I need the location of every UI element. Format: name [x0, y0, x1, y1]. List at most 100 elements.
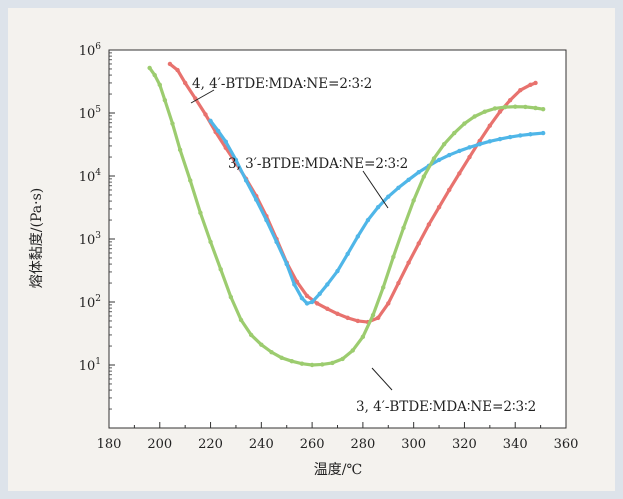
series-2-point	[218, 267, 223, 272]
series-2-point	[421, 174, 427, 179]
series-2-point	[482, 109, 487, 114]
annotation-layer: 4, 4′-BTDE∶MDA∶NE=2∶3∶2 3, 3′-BTDE∶MDA∶N…	[190, 76, 536, 415]
series-2-point	[462, 121, 467, 126]
series-2-point	[441, 141, 447, 147]
series-0-point	[345, 315, 350, 321]
series-0-point	[167, 61, 173, 67]
series-2-point	[320, 362, 325, 367]
series-1-point	[528, 132, 533, 137]
annotation-leader-3-3	[362, 170, 389, 209]
series-1-point	[365, 217, 371, 223]
series-1-point	[264, 217, 269, 223]
series-0-point	[355, 318, 361, 324]
series-0-point	[497, 109, 503, 114]
series-0-point	[386, 301, 391, 306]
series-2-point	[370, 312, 376, 318]
series-1-point	[309, 299, 315, 305]
series-0-point	[436, 204, 442, 210]
series-0-point	[487, 123, 493, 128]
series-1-point	[335, 268, 340, 274]
series-2-point	[309, 362, 315, 368]
series-2-point	[391, 254, 396, 260]
viscosity-chart: 180 200 220 240 260 280 300 320 340 360 101 102 103 1…	[29, 42, 579, 478]
series-1-point	[274, 239, 279, 245]
series-1-point	[284, 261, 289, 267]
series-2-point	[513, 104, 518, 109]
series-2-point	[147, 65, 152, 71]
series-1-point	[254, 197, 259, 202]
series-2-point	[248, 332, 254, 338]
annotation-4-4: 4, 4′-BTDE∶MDA∶NE=2∶3∶2	[192, 76, 372, 92]
series-0-point	[375, 315, 381, 321]
series-2-point	[152, 72, 157, 78]
series-2-point	[381, 285, 386, 290]
series-2-point	[228, 294, 234, 300]
series-1-point	[243, 178, 249, 183]
series-2-point	[279, 355, 284, 361]
series-1-point	[299, 295, 305, 301]
series-1-point	[345, 251, 350, 257]
series-2-point	[269, 349, 274, 355]
series-0-point	[447, 187, 452, 193]
series-1-point	[386, 194, 391, 199]
series-1-point	[540, 130, 546, 136]
series-0-point	[426, 222, 432, 227]
series-2-point	[170, 121, 175, 126]
x-tick-label: 180	[97, 437, 122, 452]
series-2-point	[533, 105, 538, 111]
series-0-point	[325, 306, 330, 311]
series-0-point	[528, 82, 533, 88]
series-1-point	[355, 234, 361, 239]
x-tick-label: 200	[147, 437, 172, 452]
series-1-point	[457, 148, 462, 154]
y-tick-label: 101	[79, 357, 101, 374]
y-tick-label: 106	[79, 42, 102, 59]
x-tick-label: 280	[350, 437, 375, 452]
tick-layer: 180 200 220 240 260 280 300 320 340 360 101 102 103 1…	[79, 42, 579, 452]
x-tick-label: 320	[452, 437, 477, 452]
series-2-point	[177, 147, 183, 153]
series-0-point	[467, 154, 472, 160]
series-1-point	[233, 157, 239, 163]
series-1-point	[304, 301, 310, 306]
series-0-point	[457, 171, 462, 176]
series-1-point	[497, 136, 503, 142]
series-1-point	[477, 141, 482, 147]
series-1-point	[406, 177, 411, 183]
series-1-point	[317, 291, 322, 296]
series-1-point	[416, 169, 421, 175]
series-2-point	[198, 210, 203, 216]
x-tick-label: 340	[503, 437, 528, 452]
annotation-leader-4-4	[190, 89, 215, 104]
series-0-point	[533, 80, 538, 86]
series-1-point	[292, 282, 297, 287]
series-0-point	[175, 67, 180, 73]
y-tick-label: 103	[79, 231, 102, 248]
x-tick-label: 240	[249, 437, 274, 452]
series-2-point	[289, 358, 294, 364]
series-2-point	[299, 361, 305, 366]
series-0-point	[314, 301, 320, 306]
series-1-point	[436, 157, 442, 163]
series-2-point	[330, 360, 335, 366]
series-1-point	[518, 133, 523, 138]
series-2-point	[411, 198, 416, 203]
series-2-point	[502, 104, 508, 110]
series-2-point	[188, 178, 193, 183]
series-2-point	[472, 114, 477, 119]
annotation-3-3: 3, 3′-BTDE∶MDA∶NE=2∶3∶2	[228, 156, 408, 172]
series-2-point	[208, 239, 213, 245]
series-1-point	[375, 204, 381, 210]
series-1-point	[487, 139, 493, 144]
series-1-point	[507, 134, 513, 140]
series-2-point	[162, 97, 168, 103]
series-1-point	[447, 152, 452, 158]
series-2-point	[401, 225, 406, 231]
series-0-point	[477, 138, 482, 144]
x-tick-label: 260	[300, 437, 325, 452]
y-axis-title: 熔体黏度/(Pa·s)	[29, 188, 45, 288]
series-0-point	[335, 311, 340, 316]
y-tick-label: 102	[79, 294, 101, 311]
series-2-point	[360, 334, 366, 340]
series-0-point	[406, 260, 411, 265]
